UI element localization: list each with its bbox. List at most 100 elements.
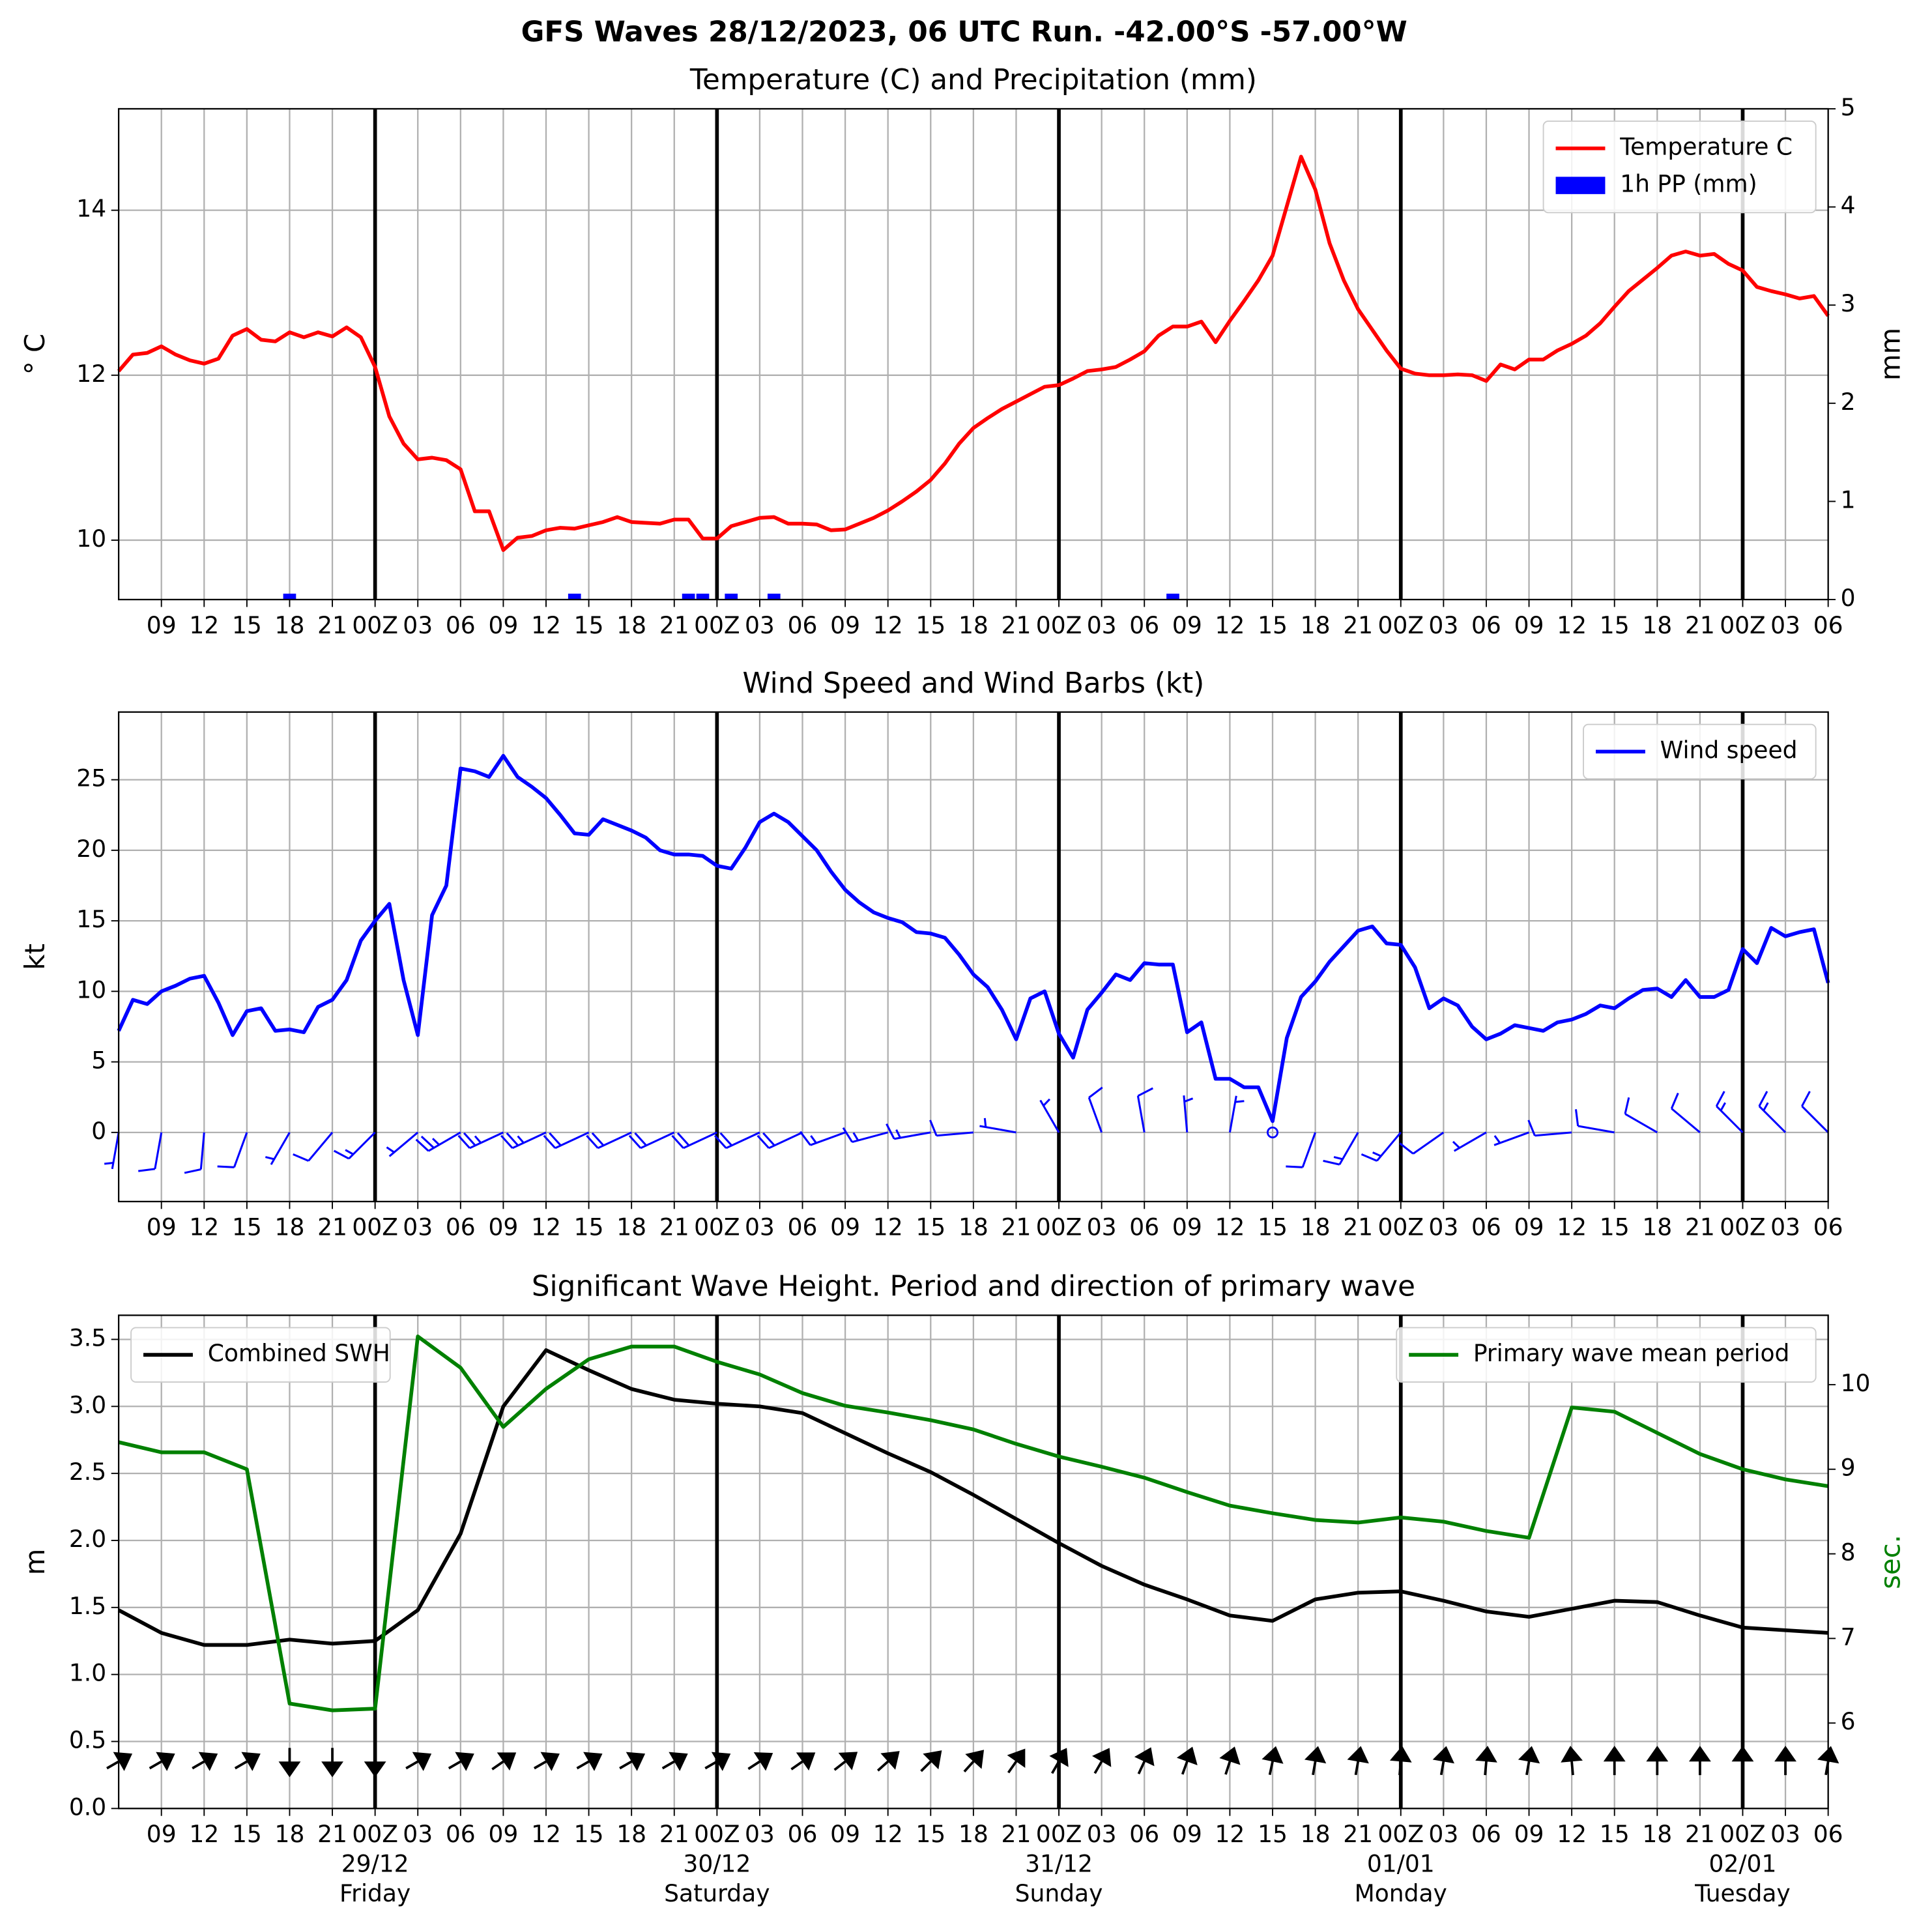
date-label: 29/12	[341, 1851, 409, 1878]
wave-arrow	[963, 1750, 985, 1773]
x-tick-label: 15	[232, 613, 262, 639]
wind-barb	[929, 1119, 974, 1137]
x-tick-label: 18	[1301, 1821, 1331, 1848]
wind-barb	[1670, 1092, 1701, 1133]
wave-arrow	[106, 1752, 133, 1771]
x-tick-label: 12	[1215, 1821, 1245, 1848]
date-label: 30/12	[683, 1851, 751, 1878]
wind-barb	[842, 1127, 889, 1144]
y-tick-label: 2.5	[69, 1459, 106, 1486]
wind-barb	[184, 1132, 205, 1174]
date-label: 02/01	[1709, 1851, 1777, 1878]
x-tick-label: 21	[1002, 1215, 1031, 1241]
x-tick-label: 03	[745, 1215, 775, 1241]
x-tick-label: 21	[317, 613, 347, 639]
x-tick-label: 06	[1129, 1215, 1159, 1241]
wave-arrow	[448, 1752, 474, 1771]
wave-arrow	[1603, 1746, 1626, 1776]
wave-arrow	[192, 1752, 218, 1771]
x-tick-label: 06	[446, 1215, 476, 1241]
x-tick-label: 00Z	[1036, 1821, 1082, 1848]
x-tick-label: 12	[1215, 613, 1245, 639]
wave-arrow	[149, 1752, 175, 1771]
x-tick-label: 03	[745, 1821, 775, 1848]
x-tick-label: 18	[959, 1821, 988, 1848]
x-tick-label: 15	[1600, 1821, 1630, 1848]
x-tick-label: 21	[317, 1215, 347, 1241]
wave-arrow	[321, 1748, 343, 1778]
wind-barb	[714, 1131, 760, 1149]
legend-label: 1h PP (mm)	[1620, 171, 1757, 198]
wave-arrow	[1049, 1748, 1069, 1774]
x-tick-label: 00Z	[694, 613, 740, 639]
x-tick-label: 06	[1471, 613, 1501, 639]
x-tick-label: 15	[1600, 1215, 1630, 1241]
wave-arrow	[405, 1752, 432, 1771]
y2-axis-label: sec.	[1874, 1535, 1906, 1589]
wave-arrow	[1347, 1746, 1369, 1776]
y2-tick-label: 1	[1841, 487, 1856, 513]
wave-arrow	[1646, 1746, 1669, 1776]
weekday-label: Monday	[1355, 1881, 1447, 1907]
x-tick-label: 18	[1642, 1215, 1672, 1241]
wind-barb	[500, 1131, 547, 1149]
y2-tick-label: 2	[1841, 389, 1856, 416]
y-tick-label: 1.0	[69, 1660, 106, 1687]
x-tick-label: 06	[1813, 1215, 1843, 1241]
x-tick-label: 00Z	[1720, 1821, 1766, 1848]
x-tick-label: 12	[189, 613, 219, 639]
x-tick-label: 00Z	[1036, 613, 1082, 639]
legend-swatch	[1555, 177, 1606, 194]
legend-label: Temperature C	[1619, 134, 1793, 161]
x-tick-label: 09	[1172, 1821, 1202, 1848]
wind-barb	[886, 1123, 931, 1140]
x-tick-label: 06	[446, 1821, 476, 1848]
wind-barb	[586, 1131, 632, 1149]
y-tick-label: 14	[76, 196, 106, 223]
x-tick-label: 09	[488, 1215, 518, 1241]
x-tick-label: 03	[745, 613, 775, 639]
y-tick-label: 1.5	[69, 1593, 106, 1620]
wave-arrow	[1134, 1747, 1155, 1774]
wave-arrow	[533, 1752, 560, 1771]
wave-arrow	[1475, 1746, 1497, 1776]
legend-box	[130, 1327, 391, 1383]
figure-title: GFS Waves 28/12/2023, 06 UTC Run. -42.00…	[521, 16, 1407, 48]
y-axis-label: m	[19, 1549, 51, 1576]
y2-tick-label: 10	[1841, 1370, 1871, 1397]
x-tick-label: 18	[275, 1821, 305, 1848]
wind-barb	[1136, 1087, 1154, 1133]
y-tick-label: 0	[91, 1118, 106, 1145]
wave-arrow	[661, 1752, 688, 1771]
x-tick-label: 12	[189, 1215, 219, 1241]
wave-arrow	[1561, 1746, 1583, 1776]
x-tick-label: 06	[1129, 613, 1159, 639]
x-tick-label: 18	[1642, 1821, 1672, 1848]
x-tick-label: 09	[488, 1821, 518, 1848]
wave-arrow	[1432, 1746, 1455, 1776]
x-tick-label: 03	[1087, 613, 1117, 639]
precip-bar	[696, 594, 710, 600]
wave-arrow	[491, 1752, 517, 1771]
wind-barb	[671, 1131, 717, 1149]
x-tick-label: 06	[1471, 1215, 1501, 1241]
y-tick-label: 0.5	[69, 1727, 106, 1754]
x-tick-label: 18	[616, 1821, 646, 1848]
x-tick-label: 15	[232, 1821, 262, 1848]
x-tick-label: 00Z	[352, 1821, 398, 1848]
wave-arrow	[790, 1752, 816, 1771]
weekday-label: Saturday	[664, 1881, 770, 1907]
wind-barb	[1088, 1086, 1103, 1133]
x-tick-label: 18	[959, 613, 988, 639]
x-tick-label: 12	[531, 1215, 561, 1241]
x-tick-label: 21	[659, 1215, 689, 1241]
legend-label: Combined SWH	[208, 1340, 390, 1367]
wave-arrow	[1389, 1746, 1412, 1776]
plot-frame	[117, 108, 1829, 601]
x-tick-label: 09	[1172, 613, 1202, 639]
x-tick-label: 00Z	[1036, 1215, 1082, 1241]
wave-arrow	[1262, 1746, 1284, 1776]
x-tick-label: 09	[830, 613, 860, 639]
wind-barb	[333, 1131, 376, 1160]
x-tick-label: 03	[1087, 1821, 1117, 1848]
